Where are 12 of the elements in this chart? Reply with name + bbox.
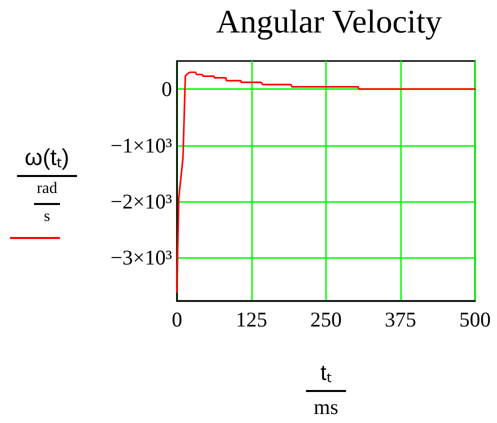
x-axis-title: tₜ ms [312, 360, 340, 420]
y-axis-title: ω(tₜ) rad s [24, 144, 70, 227]
y-tick-label: −2×10³ [110, 190, 172, 214]
x-tick-label: 375 [384, 308, 416, 332]
x-tick-label: 250 [310, 308, 342, 332]
y-tick-label: −1×10³ [110, 133, 172, 158]
x-tick-label: 500 [459, 308, 491, 332]
y-tick-label: −3×10³ [110, 246, 172, 270]
y-tick-label: 0 [162, 77, 172, 102]
x-tick-label: 125 [236, 308, 268, 332]
chart-title: Angular Velocity [216, 4, 442, 40]
line-series [176, 71, 476, 293]
